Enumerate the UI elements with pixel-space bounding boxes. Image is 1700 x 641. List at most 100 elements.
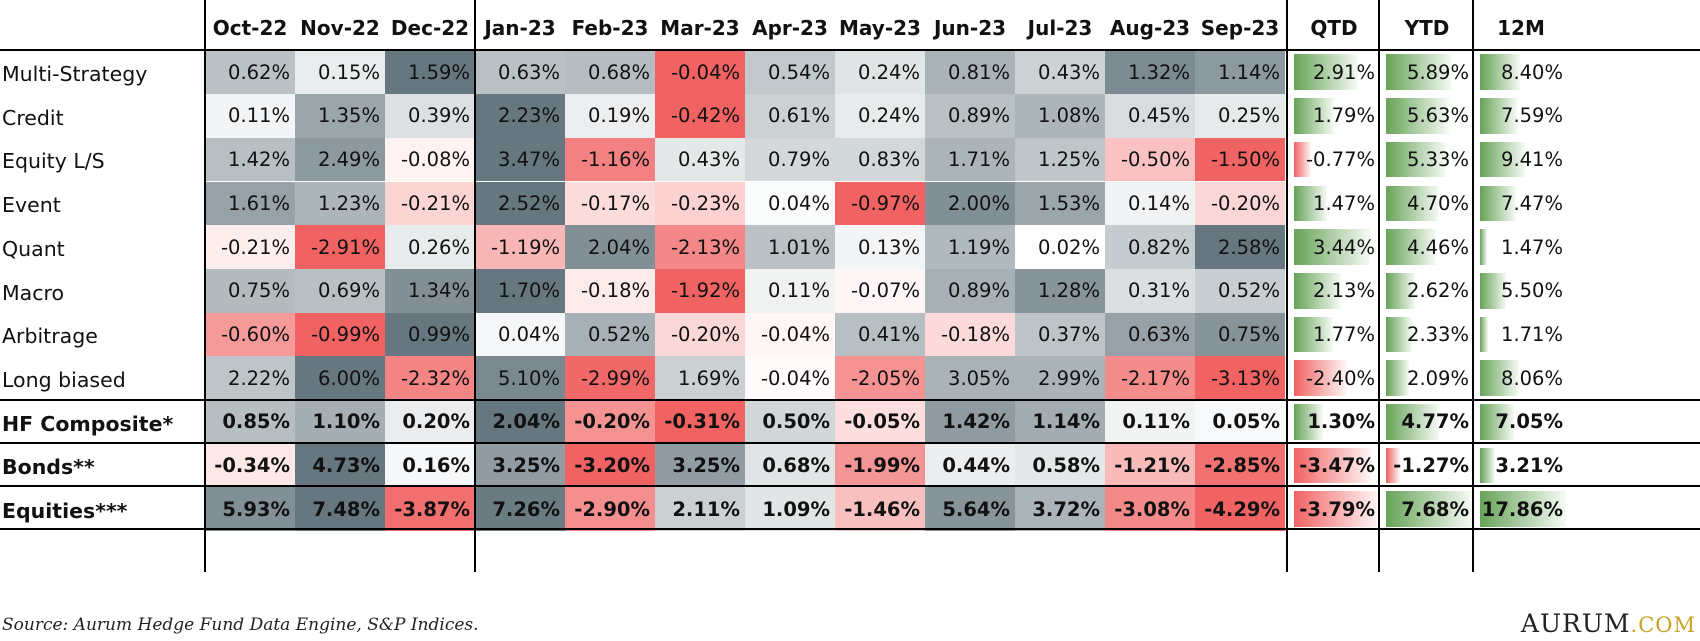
heatmap-cell: 1.42%	[925, 400, 1015, 444]
cell-value: 0.69%	[318, 279, 380, 303]
heatmap-cell: -3.87%	[385, 487, 475, 532]
cell-value: 0.19%	[588, 104, 650, 128]
summary-value: 9.41%	[1501, 148, 1563, 172]
heatmap-cell: 0.68%	[745, 443, 835, 488]
heatmap-cell: 0.04%	[475, 312, 565, 357]
cell-value: 1.01%	[768, 235, 830, 259]
summary-cell: -3.79%	[1288, 487, 1380, 531]
data-bar	[1294, 272, 1342, 309]
heatmap-cell: 0.25%	[1195, 94, 1285, 138]
data-bar	[1294, 360, 1348, 396]
cell-value: 1.28%	[1038, 279, 1100, 303]
heatmap-cell: 0.02%	[1015, 225, 1105, 269]
data-bar	[1386, 141, 1446, 178]
column-divider	[204, 0, 206, 572]
cell-value: 1.61%	[228, 191, 290, 215]
header-month: Jun-23	[933, 15, 1007, 40]
row-label: Arbitrage	[2, 324, 98, 349]
heatmap-cell: 0.39%	[385, 94, 475, 138]
heatmap-cell: -1.21%	[1105, 443, 1195, 488]
data-bar	[1386, 185, 1439, 222]
cell-value: -0.04%	[671, 60, 740, 84]
cell-value: 0.37%	[1038, 322, 1100, 346]
data-bar	[1294, 185, 1327, 222]
heatmap-cell: -0.60%	[205, 312, 295, 357]
summary-cell: -0.77%	[1288, 138, 1380, 182]
cell-value: 1.42%	[228, 148, 290, 172]
summary-cell: 1.47%	[1288, 182, 1380, 226]
data-bar	[1480, 141, 1526, 178]
cell-value: -0.05%	[844, 410, 920, 434]
heatmap-cell: 2.11%	[655, 487, 745, 532]
cell-value: 0.13%	[858, 235, 920, 259]
cell-value: 0.99%	[408, 322, 470, 346]
heatmap-cell: 2.52%	[475, 181, 565, 226]
cell-value: 1.32%	[1128, 60, 1190, 84]
cell-value: -2.17%	[1121, 366, 1190, 390]
heatmap-cell: -0.21%	[385, 181, 475, 226]
summary-cell: 5.50%	[1474, 269, 1568, 313]
cell-value: 1.08%	[1038, 104, 1100, 128]
heatmap-cell: -2.99%	[565, 356, 655, 400]
header-month: Jan-23	[484, 15, 556, 40]
cell-value: 7.26%	[492, 497, 560, 521]
heatmap-cell: -0.31%	[655, 400, 745, 444]
cell-value: 3.72%	[1032, 497, 1100, 521]
cell-value: 0.63%	[1128, 322, 1190, 346]
heatmap-cell: 0.61%	[745, 94, 835, 138]
heatmap-cell: -4.29%	[1195, 487, 1285, 532]
summary-cell: 2.91%	[1288, 50, 1380, 94]
summary-value: 7.68%	[1401, 497, 1469, 521]
cell-value: -0.04%	[761, 366, 830, 390]
summary-value: 1.47%	[1313, 191, 1375, 215]
cell-value: 0.20%	[402, 410, 470, 434]
returns-heatmap-table: Oct-22 Nov-22 Dec-22 Jan-23 Feb-23 Mar-23 Apr-…	[0, 0, 1700, 572]
data-bar	[1294, 229, 1371, 265]
heatmap-cell: 3.72%	[1015, 487, 1105, 532]
heatmap-cell: 0.24%	[835, 94, 925, 138]
cell-value: 1.14%	[1218, 60, 1280, 84]
heatmap-cell: 0.89%	[925, 94, 1015, 138]
cell-value: 0.04%	[498, 322, 560, 346]
cell-value: 0.11%	[228, 104, 290, 128]
cell-value: 0.89%	[948, 279, 1010, 303]
heatmap-cell: 1.70%	[475, 268, 565, 313]
row-divider	[0, 49, 1700, 51]
cell-value: 4.73%	[312, 454, 380, 478]
cell-value: 1.53%	[1038, 191, 1100, 215]
summary-value: -0.77%	[1306, 148, 1375, 172]
heatmap-cell: 0.14%	[1105, 181, 1195, 226]
heatmap-cell: -0.20%	[1195, 181, 1285, 226]
heatmap-cell: -1.92%	[655, 268, 745, 313]
logo-domain: .COM	[1630, 613, 1696, 637]
cell-value: 1.59%	[408, 60, 470, 84]
heatmap-cell: -0.04%	[745, 312, 835, 357]
cell-value: 0.14%	[1128, 191, 1190, 215]
cell-value: 0.43%	[678, 148, 740, 172]
summary-value: 4.70%	[1407, 191, 1469, 215]
cell-value: -0.21%	[221, 235, 290, 259]
heatmap-cell: 0.45%	[1105, 94, 1195, 138]
heatmap-cell: 5.64%	[925, 487, 1015, 532]
heatmap-cell: 0.99%	[385, 312, 475, 357]
heatmap-cell: 0.83%	[835, 137, 925, 182]
cell-value: 1.69%	[678, 366, 740, 390]
heatmap-cell: 0.63%	[475, 50, 565, 95]
cell-value: 0.83%	[858, 148, 920, 172]
summary-value: 2.62%	[1407, 279, 1469, 303]
cell-value: -1.16%	[581, 148, 650, 172]
row-label: Multi-Strategy	[2, 62, 148, 87]
heatmap-cell: 0.68%	[565, 50, 655, 95]
row-label: Quant	[2, 236, 65, 261]
cell-value: -0.20%	[671, 322, 740, 346]
cell-value: 2.04%	[492, 410, 560, 434]
heatmap-cell: -0.04%	[655, 50, 745, 95]
cell-value: -2.90%	[574, 497, 650, 521]
heatmap-cell: 2.99%	[1015, 356, 1105, 400]
heatmap-cell: 1.23%	[295, 181, 385, 226]
cell-value: -3.20%	[574, 454, 650, 478]
heatmap-cell: 0.85%	[205, 400, 295, 444]
data-bar	[1480, 272, 1507, 309]
data-bar	[1480, 54, 1521, 91]
data-bar	[1294, 404, 1323, 440]
